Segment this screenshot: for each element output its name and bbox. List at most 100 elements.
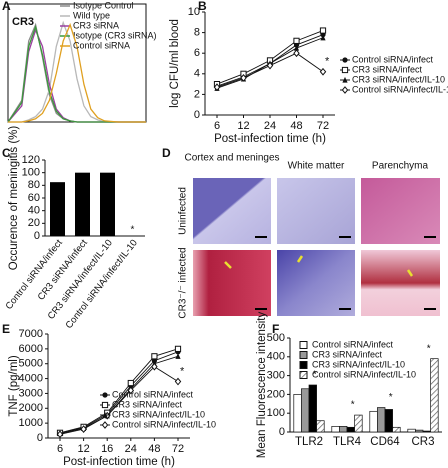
legend-label: CR3 siRNA/infect/IL-10 [352,74,445,84]
y-tick-label: 2 [194,88,200,100]
annotation: * [427,343,431,354]
legend-marker [341,86,349,94]
y-tick-label: 0 [37,432,43,444]
legend-label: Control siRNA/infect [112,389,194,399]
legend-label: CR3 siRNA/infect/IL-10 [112,409,205,419]
y-tick-label: 20 [28,217,40,229]
y-axis-label: Occurence of meningitis (%) [8,126,20,271]
marker [240,74,247,82]
curve [7,24,146,123]
marker [319,27,327,34]
marker [174,345,182,352]
y-tick-label: 8 [194,27,200,39]
x-tick-label: 24 [264,120,276,132]
bar [346,426,355,433]
bar [422,430,431,433]
series-line [59,355,179,434]
row-label: CR3⁻/⁻ infected [178,247,189,318]
legend-marker [102,392,108,398]
y-tick-label: 500 [267,332,285,344]
legend-label: Control siRNA/infect/IL-10 [352,84,448,94]
marker [293,49,300,58]
legend-label: CR3 siRNA [73,20,119,30]
y-tick-label: 100 [267,407,285,419]
panel-letter: F [272,322,279,336]
legend-label: Isotype (CR3 siRNA) [73,30,157,40]
legend-marker [342,57,348,63]
y-tick-label: 3000 [19,387,43,399]
column-header: Cortex and meninges [184,153,279,164]
x-tick-label: TLR2 [295,436,323,448]
y-tick-label: 7000 [19,328,43,340]
legend-label: Control siRNA/infect/IL-10 [112,419,216,429]
y-axis-label: TNF (pg/ml) [8,355,20,417]
series-line [59,366,179,435]
panel-letter: D [162,146,171,160]
x-tick-label: 24 [125,443,137,455]
y-tick-label: 2000 [19,402,43,414]
marker [293,44,300,51]
marker [319,67,327,76]
x-tick-label: 12 [237,120,249,132]
bar [377,407,386,433]
bar [100,172,115,236]
y-tick-label: 0 [194,109,200,121]
annotation: * [389,392,393,403]
legend-marker [101,401,109,409]
series-line [59,351,179,434]
bar [384,409,393,433]
annotation: * [313,370,317,381]
panel-letter: B [198,0,207,13]
series-line [59,348,179,434]
legend-label: CR3 siRNA/infect [112,399,183,409]
bar [354,414,363,433]
bar [369,410,378,433]
y-tick-label: 40 [28,205,40,217]
legend-label: Control siRNA/infect [312,339,394,349]
annotation: * [180,365,185,377]
bar [331,426,340,433]
x-tick-label: 72 [317,120,329,132]
annotation: * [351,400,355,411]
annotation: * [325,56,330,68]
bar [308,384,317,433]
micrograph-panel: D Cortex and meninges White matter Paren… [162,146,440,319]
bar [415,429,424,433]
y-tick-label: 300 [267,370,285,382]
legend-swatch [299,361,308,369]
marker [127,379,134,387]
panel-letter: E [2,322,10,336]
y-tick-label: 60 [28,192,40,204]
legend-label: Control siRNA/infect/IL-10 [312,369,416,379]
row-label: Uninfected [178,187,189,235]
x-tick-label: CD64 [370,436,400,448]
bar [430,358,439,433]
micrograph [361,178,440,244]
x-tick-label: 48 [290,120,302,132]
legend-marker [101,421,109,429]
x-axis-label: Post-infection time (h) [214,133,326,145]
micrograph [361,250,440,316]
micrograph [193,250,271,316]
micrograph [277,178,355,244]
marker [320,34,326,41]
legend-label: Control siRNA/infect [352,54,434,64]
y-tick-label: 200 [267,388,285,400]
marker [293,37,300,44]
marker [266,61,274,70]
legend-swatch [299,341,308,349]
y-tick-label: 400 [267,351,285,363]
y-tick-label: 100 [22,167,40,179]
marker [174,377,182,386]
marker [56,430,64,439]
y-tick-label: 6000 [19,343,43,355]
annotation: * [131,225,135,236]
x-tick-label: TLR4 [333,436,362,448]
chart-title: CR3 [12,16,34,28]
legend-marker [102,411,108,418]
legend-label: Wild type [73,10,110,20]
y-axis-label: Mean Fluorescence intensity [256,312,268,459]
legend-label: Isotype Control [73,0,134,10]
